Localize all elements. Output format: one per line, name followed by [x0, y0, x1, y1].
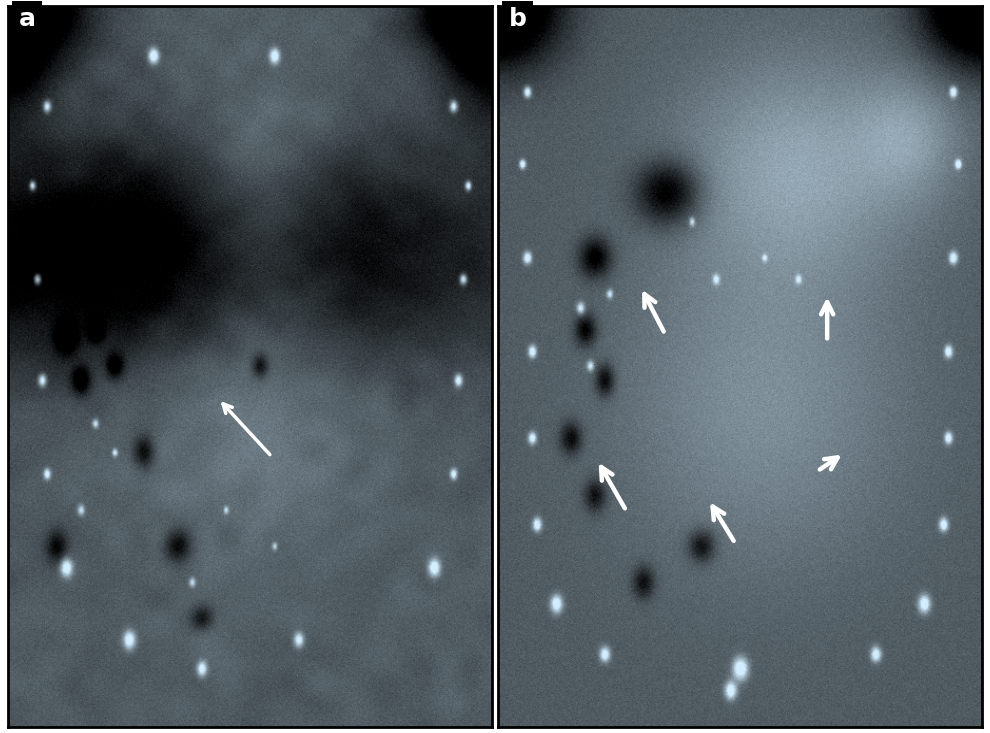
- Text: a: a: [19, 7, 36, 31]
- Text: b: b: [509, 7, 527, 31]
